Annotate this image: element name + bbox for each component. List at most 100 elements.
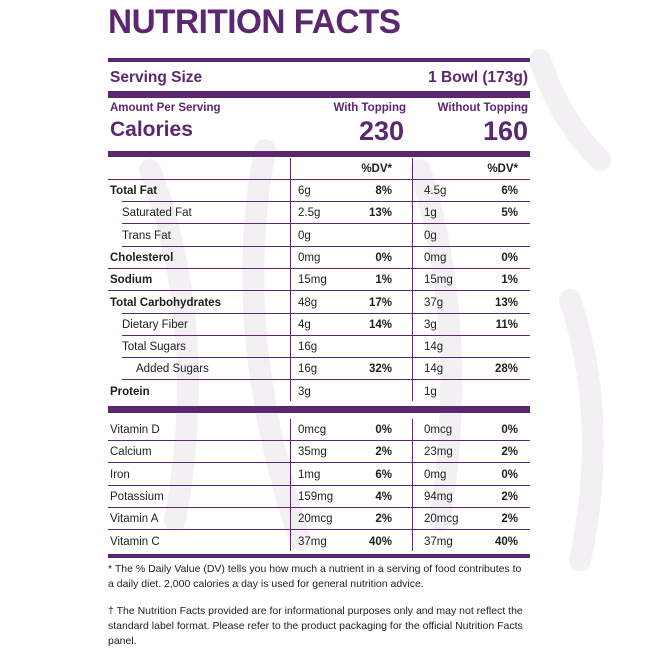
amount-with-topping: 35mg	[298, 446, 327, 459]
dv-with-topping: 32%	[368, 363, 392, 376]
amount-without-topping: 94mg	[424, 490, 453, 503]
dv-with-topping: 4%	[375, 490, 392, 503]
vitamin-row: Vitamin A 20mcg 2% 20mcg 2%	[108, 508, 530, 530]
bottom-rule	[108, 553, 530, 558]
calories-without-topping: 160	[482, 116, 528, 146]
calories-rule	[108, 151, 530, 157]
amount-with-topping: 0g	[298, 229, 311, 242]
amount-without-topping: 3g	[424, 318, 437, 331]
vitamin-name: Vitamin D	[110, 424, 160, 436]
amount-with-topping: 0mcg	[298, 424, 327, 436]
amount-without-topping: 4.5g	[424, 185, 447, 197]
nutrient-name: Saturated Fat	[122, 207, 192, 220]
dv-with-topping: 6%	[375, 468, 392, 481]
amount-without-topping: 0g	[424, 229, 437, 242]
amount-without-topping: 0mcg	[424, 424, 453, 436]
amount-without-topping: 0mg	[424, 468, 447, 481]
dv-without-topping: 40%	[494, 535, 518, 548]
row-divider	[122, 357, 530, 359]
amount-per-serving-label: Amount Per Serving	[110, 102, 221, 114]
row-divider	[122, 312, 530, 314]
dv-with-topping: 2%	[375, 446, 392, 459]
nutrient-row: Added Sugars 16g 32% 14g 28%	[108, 358, 530, 380]
dv-with-topping: 40%	[368, 535, 392, 548]
vitamin-row: Potassium 159mg 4% 94mg 2%	[108, 486, 530, 508]
column-divider	[290, 419, 291, 551]
amount-with-topping: 2.5g	[298, 207, 321, 220]
nutrient-name: Trans Fat	[122, 229, 171, 242]
amount-without-topping: 20mcg	[424, 513, 459, 526]
dv-header-row: %DV* %DV*	[108, 158, 530, 180]
dv-without-topping: 0%	[501, 251, 518, 264]
amount-without-topping: 15mg	[424, 274, 453, 287]
vitamin-row: Iron 1mg 6% 0mg 0%	[108, 464, 530, 486]
dv-without-topping: 1%	[501, 274, 518, 287]
dv-with-topping: 14%	[368, 318, 392, 331]
nutrient-row: Total Fat 6g 8% 4.5g 6%	[108, 180, 530, 202]
calories-label: Calories	[110, 118, 193, 141]
column-divider	[412, 419, 413, 551]
row-divider	[108, 179, 530, 180]
dv-without-topping: 2%	[501, 490, 518, 503]
nutrient-name: Total Fat	[110, 185, 158, 197]
calories-with-topping: 230	[358, 116, 404, 146]
row-divider	[108, 506, 530, 508]
serving-size-label: Serving Size	[110, 69, 203, 86]
row-divider	[122, 334, 530, 336]
vitamin-rule	[108, 406, 530, 413]
amount-without-topping: 1g	[424, 385, 437, 398]
amount-with-topping: 4g	[298, 318, 311, 331]
dv-without-topping: 6%	[501, 185, 518, 197]
with-topping-heading: With Topping	[333, 102, 407, 114]
amount-with-topping: 1mg	[298, 468, 321, 481]
nutrient-name: Sodium	[110, 274, 153, 287]
vitamin-row: Vitamin C 37mg 40% 37mg 40%	[108, 531, 530, 553]
daily-value-footnote: * The % Daily Value (DV) tells you how m…	[108, 563, 522, 590]
serving-size-value: 1 Bowl (173g)	[428, 69, 528, 86]
dv-with-topping: 0%	[375, 251, 392, 264]
amount-with-topping: 0mg	[298, 251, 321, 264]
disclaimer-footnote: † The Nutrition Facts provided are for i…	[108, 605, 523, 647]
nutrient-name: Total Sugars	[122, 341, 186, 354]
amount-with-topping: 159mg	[298, 490, 334, 503]
amount-without-topping: 14g	[424, 341, 444, 354]
amount-without-topping: 1g	[424, 207, 437, 220]
dv-without-topping: 5%	[501, 207, 518, 220]
vitamin-row: Vitamin D 0mcg 0% 0mcg 0%	[108, 419, 530, 441]
amount-without-topping: 14g	[424, 363, 444, 376]
row-divider	[108, 529, 530, 531]
nutrient-name: Added Sugars	[136, 363, 209, 376]
dv-without-topping: 2%	[501, 446, 518, 459]
row-divider	[122, 223, 530, 225]
amount-per-serving-row: Amount Per Serving With Topping Without …	[108, 100, 530, 120]
serving-size-row: Serving Size 1 Bowl (173g)	[108, 66, 530, 90]
amount-with-topping: 3g	[298, 385, 311, 398]
nutrient-row: Saturated Fat 2.5g 13% 1g 5%	[108, 202, 530, 224]
amount-without-topping: 23mg	[424, 446, 453, 459]
row-divider	[108, 267, 530, 269]
amount-without-topping: 37g	[424, 296, 444, 309]
page-title: NUTRITION FACTS	[108, 3, 401, 41]
amount-with-topping: 16g	[298, 363, 318, 376]
row-divider	[108, 462, 530, 464]
amount-without-topping: 37mg	[424, 535, 453, 548]
nutrient-row: Dietary Fiber 4g 14% 3g 11%	[108, 314, 530, 336]
dv-without-topping: 2%	[501, 513, 518, 526]
dv-without-topping: 0%	[501, 424, 518, 436]
top-rule	[108, 58, 530, 62]
vitamin-name: Vitamin C	[110, 535, 160, 548]
nutrient-row: Sodium 15mg 1% 15mg 1%	[108, 269, 530, 291]
column-divider	[290, 158, 291, 401]
row-divider	[122, 379, 530, 381]
amount-with-topping: 15mg	[298, 274, 327, 287]
amount-with-topping: 6g	[298, 185, 311, 197]
dv-heading-with-topping: %DV*	[361, 163, 392, 175]
dv-heading-without-topping: %DV*	[487, 163, 518, 175]
nutrient-row: Protein 3g 1g	[108, 381, 530, 403]
row-divider	[108, 440, 530, 441]
nutrient-row: Trans Fat 0g 0g	[108, 225, 530, 247]
amount-with-topping: 48g	[298, 296, 318, 309]
thick-rule	[108, 91, 530, 98]
without-topping-heading: Without Topping	[437, 102, 528, 114]
dv-with-topping: 2%	[375, 513, 392, 526]
